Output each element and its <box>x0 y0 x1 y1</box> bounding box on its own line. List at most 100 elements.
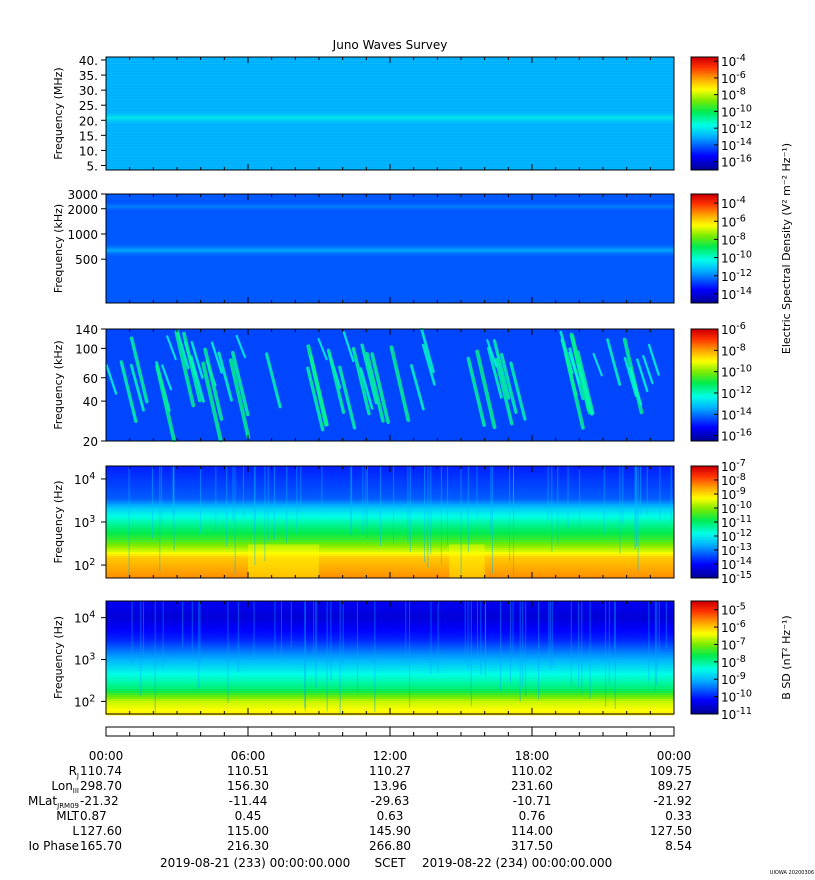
colorbar-cell <box>691 437 718 440</box>
stripe <box>106 147 674 148</box>
colorbar-cell <box>691 550 718 553</box>
colorbar-cell <box>691 542 718 545</box>
spectrogram-background <box>106 329 674 441</box>
emission-streak <box>317 337 328 361</box>
spectrum-row <box>106 570 674 573</box>
colorbar-cell <box>691 510 718 514</box>
colorbar-cell <box>691 672 718 675</box>
stripe <box>106 105 674 106</box>
colorbar-cell <box>691 616 718 619</box>
colorbar-cell <box>691 295 718 299</box>
colorbar-cell <box>691 693 718 696</box>
colorbar-cell <box>691 221 718 224</box>
colorbar-cell <box>691 364 718 367</box>
colorbar-cell <box>691 681 718 685</box>
colorbar-cell <box>691 261 718 264</box>
stripe <box>106 96 674 97</box>
colorbar-cell <box>691 399 718 403</box>
colorbar-cell <box>691 411 718 414</box>
colorbar-tick-label: 10-8 <box>721 654 746 670</box>
colorbar-cell <box>691 435 718 438</box>
stripe <box>106 138 674 139</box>
colorbar-tick-label: 10-10 <box>721 689 752 705</box>
emission-streak <box>228 358 251 439</box>
emission-streak <box>190 341 204 379</box>
spectrum-row <box>106 546 674 549</box>
y-tick-label: 20. <box>79 114 98 128</box>
colorbar-cell <box>691 486 718 489</box>
time-tick-label: 18:00 <box>515 749 550 763</box>
emission-streak <box>161 364 172 391</box>
colorbar-cell <box>691 678 718 681</box>
colorbar-cell <box>691 398 718 401</box>
stripe <box>106 126 674 127</box>
colorbar-cell <box>691 158 718 162</box>
figure-title: Juno Waves Survey <box>332 38 448 52</box>
spectrum-row <box>106 623 674 626</box>
colorbar-cell <box>691 283 718 286</box>
y-tick-label: 35. <box>79 69 98 83</box>
spectrum-row <box>106 627 674 630</box>
colorbar-cell <box>691 336 718 339</box>
colorbar-cell <box>691 612 718 615</box>
emission-band <box>106 210 674 212</box>
colorbar-tick-label: 10-14 <box>721 286 752 302</box>
emission-streak <box>389 345 411 422</box>
colorbar-cell <box>691 602 718 606</box>
colorbar-cell <box>691 424 718 427</box>
emission-streak <box>265 352 282 409</box>
emission-streak <box>647 343 660 376</box>
colorbar-cell <box>691 631 718 634</box>
colorbar-cell <box>691 115 718 118</box>
colorbar-cell <box>691 566 718 570</box>
spectrum-row <box>106 532 674 535</box>
spectrum-row <box>106 474 674 477</box>
y-axis-label: Frequency (kHz) <box>52 340 65 429</box>
colorbar-label: B SD (nT² Hz⁻¹) <box>780 615 793 699</box>
colorbar-cell <box>691 83 718 86</box>
time-tick-label: 12:00 <box>373 749 408 763</box>
colorbar-cell <box>691 418 718 421</box>
colorbar-cell <box>691 514 718 517</box>
spectrum-row <box>106 659 674 662</box>
spectrum-row <box>106 621 674 624</box>
spectrum-row <box>106 472 674 475</box>
colorbar-cell <box>691 538 718 542</box>
colorbar-cell <box>691 368 718 371</box>
colorbar-cell <box>691 81 718 84</box>
y-axis-label: Frequency (Hz) <box>52 616 65 699</box>
spectrum-row <box>106 651 674 654</box>
colorbar-cell <box>691 266 718 269</box>
stripe <box>106 87 674 88</box>
colorbar-cell <box>691 548 718 551</box>
colorbar-cell <box>691 241 718 244</box>
spectrum-row <box>106 492 674 495</box>
ephemeris-label: Io Phase <box>28 839 79 853</box>
colorbar-cell <box>691 330 718 334</box>
colorbar-cell <box>691 371 718 375</box>
colorbar-cell <box>691 343 718 347</box>
spectrum-row <box>106 502 674 505</box>
colorbar-cell <box>691 668 718 672</box>
y-axis-label: Frequency (kHz) <box>52 204 65 293</box>
colorbar-cell <box>691 683 718 687</box>
emission-band <box>106 249 674 251</box>
emission-streak <box>309 354 329 427</box>
colorbar-cell <box>691 255 718 259</box>
spectrum-row <box>106 685 674 688</box>
colorbar-cell <box>691 85 718 88</box>
emission-streak <box>577 363 594 416</box>
time-tick-label: 00:00 <box>89 749 124 763</box>
y-tick-label: 40 <box>83 395 98 409</box>
colorbar-cell <box>691 351 718 354</box>
colorbar-cell <box>691 482 718 486</box>
emission-streak <box>119 360 138 423</box>
colorbar-cell <box>691 94 718 98</box>
colorbar-tick-label: 10-4 <box>721 53 746 69</box>
emission-band <box>106 254 674 256</box>
emission-band <box>106 116 674 118</box>
colorbar-cell <box>691 396 718 399</box>
colorbar-tick-label: 10-7 <box>721 636 746 652</box>
spectrum-row <box>106 619 674 622</box>
colorbar-cell <box>691 381 718 384</box>
